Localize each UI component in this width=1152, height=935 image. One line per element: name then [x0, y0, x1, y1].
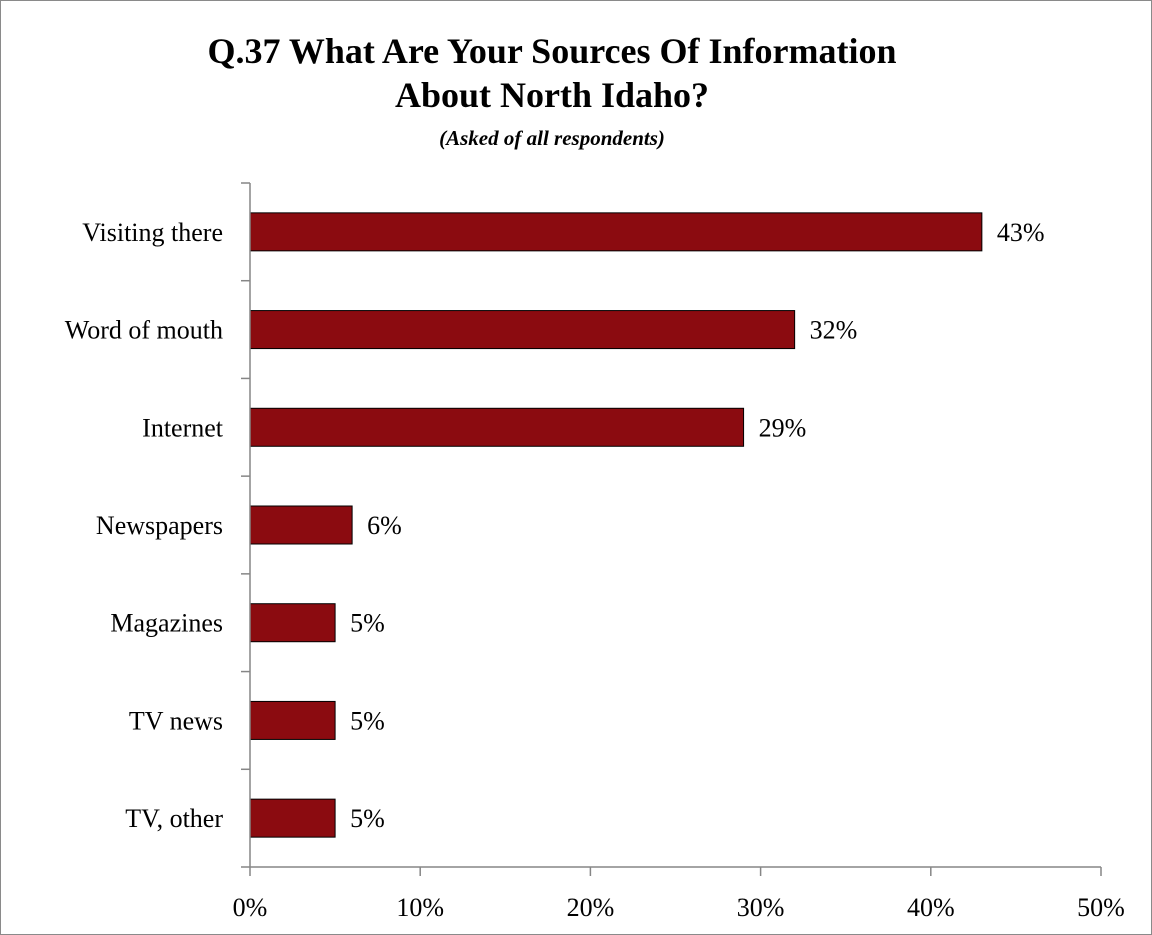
bar-1	[249, 310, 796, 350]
category-label-2: Internet	[142, 413, 224, 442]
x-tick-label-5: 50%	[1077, 893, 1125, 922]
x-tick-label-1: 10%	[396, 893, 444, 922]
x-tick-label-2: 20%	[567, 893, 615, 922]
axes-group	[241, 182, 1102, 876]
bar-3	[249, 505, 353, 545]
x-tick-label-0: 0%	[233, 893, 268, 922]
x-tick-label-3: 30%	[737, 893, 785, 922]
category-label-6: TV, other	[125, 804, 223, 833]
bar-4	[249, 603, 336, 643]
category-label-4: Magazines	[110, 609, 223, 638]
x-tick-label-4: 40%	[907, 893, 955, 922]
bar-5	[249, 700, 336, 740]
value-label-3: 6%	[367, 511, 402, 540]
labels-group: Visiting there 43% Word of mouth 32% Interne…	[65, 218, 1125, 922]
chart-title: Q.37 What Are Your Sources Of Informatio…	[1, 29, 1103, 117]
chart-title-line-2: About North Idaho?	[394, 75, 710, 115]
category-label-0: Visiting there	[82, 218, 223, 247]
value-label-0: 43%	[997, 218, 1045, 247]
bar-6	[249, 798, 336, 838]
bar-0	[249, 212, 983, 252]
bar-2	[249, 407, 745, 447]
value-label-4: 5%	[350, 609, 385, 638]
chart-subtitle: (Asked of all respondents)	[439, 126, 665, 150]
value-label-2: 29%	[759, 413, 807, 442]
value-label-5: 5%	[350, 706, 385, 735]
bars-group	[249, 212, 983, 838]
category-label-3: Newspapers	[96, 511, 223, 540]
category-label-1: Word of mouth	[65, 316, 223, 345]
value-label-6: 5%	[350, 804, 385, 833]
chart-title-line-1: Q.37 What Are Your Sources Of Informatio…	[207, 31, 897, 71]
value-label-1: 32%	[810, 316, 858, 345]
category-label-5: TV news	[129, 706, 223, 735]
